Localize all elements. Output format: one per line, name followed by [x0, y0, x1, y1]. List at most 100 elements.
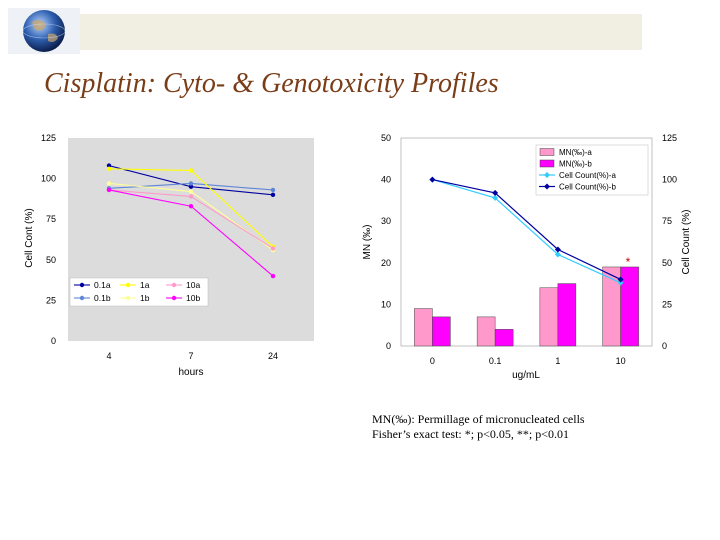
legend-swatch-marker [125, 282, 131, 288]
x-axis-label: hours [178, 367, 203, 378]
legend-label: 1b [140, 293, 150, 303]
bar-MN(‰)-b [494, 329, 514, 347]
data-point-0.1a [106, 163, 112, 168]
x-axis-ticks: 4 7 24 [106, 351, 278, 361]
y-tick-label: 50 [381, 133, 391, 143]
x-tick-label: 4 [106, 351, 111, 361]
y-axis-ticks-right: 0 25 50 75 100 125 [662, 133, 677, 351]
legend-swatch-marker [125, 295, 131, 301]
data-point-0.1b [270, 187, 276, 193]
legend-item: 10b [166, 293, 200, 303]
data-point-10b [188, 204, 194, 209]
legend-label: 1a [140, 280, 150, 290]
data-point-10b [106, 187, 112, 193]
legend-label: Cell Count(%)-a [559, 171, 616, 180]
y-tick-label-right: 25 [662, 299, 672, 309]
y-tick-label: 20 [381, 258, 391, 268]
legend-swatch-marker [171, 282, 177, 288]
legend-item: MN(‰)-a [539, 148, 592, 157]
y-axis-label: Cell Cont (%) [24, 208, 35, 267]
data-point-Cell Count(%)-a [617, 279, 624, 286]
legend-swatch-marker [79, 282, 85, 288]
data-point-0.1a [270, 192, 276, 198]
data-point-10a [188, 194, 194, 199]
legend: 0.1a 0.1b 1a 1b 10a 10b [69, 277, 209, 307]
legend-item: 10a [166, 280, 200, 290]
globe-icon [8, 8, 80, 54]
legend-label: Cell Count(%)-b [559, 183, 616, 192]
y-tick-label-right: 75 [662, 216, 672, 226]
y-tick-label-right: 100 [662, 175, 677, 185]
legend-swatch-bar [539, 148, 555, 156]
x-tick-label: 7 [188, 351, 193, 361]
y-tick-label: 75 [46, 214, 56, 224]
data-point-10b [270, 273, 276, 279]
bar-MN(‰)-b [432, 316, 451, 347]
cell-count-chart: 0 25 50 75 100 125 4 7 24 Cell Cont (%) hours 0… [24, 133, 314, 378]
legend-label: 0.1a [94, 280, 111, 290]
bar-MN(‰)-b [557, 283, 577, 347]
footnote-mn: MN(‰): Permillage of micronucleated cell… [372, 412, 585, 426]
y-tick-label: 10 [381, 299, 391, 309]
legend-item: 1a [120, 280, 150, 290]
legend-item: MN(‰)-b [539, 160, 592, 169]
series-line-Cell Count(%)-a [432, 179, 621, 284]
mn-cell-count-chart: 0 10 20 30 40 50 0 25 50 75 100 125 0 0.1 1 10 * MN (… [362, 133, 692, 381]
data-point-Cell Count(%)-b [429, 176, 436, 183]
series-line-Cell Count(%)-b [432, 179, 621, 280]
y-tick-label: 0 [386, 341, 391, 351]
footnotes: MN(‰): Permillage of micronucleated cell… [372, 412, 585, 442]
legend-swatch-marker [79, 295, 85, 301]
data-point-Cell Count(%)-a [492, 194, 499, 201]
data-point-Cell Count(%)-b [492, 189, 499, 196]
legend-item: Cell Count(%)-a [539, 171, 616, 180]
y-axis-label-right: Cell Count (%) [681, 209, 692, 274]
y-tick-label: 40 [381, 175, 391, 185]
bar-MN(‰)-a [414, 308, 433, 347]
line-group [429, 176, 624, 286]
legend-swatch-marker [544, 183, 550, 190]
legend-label: MN(‰)-b [559, 160, 592, 169]
series-group [106, 163, 276, 279]
bar-group [414, 266, 639, 347]
x-axis-ticks: 0 0.1 1 10 [430, 356, 626, 366]
significance-marker: * [626, 255, 631, 269]
x-tick-label: 0.1 [489, 356, 502, 366]
y-axis-ticks: 0 25 50 75 100 125 [41, 133, 56, 346]
footnote-stats: Fisher’s exact test: *; p<0.05, **; p<0.… [372, 427, 569, 441]
data-point-1b [188, 189, 194, 194]
y-tick-label-right: 125 [662, 133, 677, 143]
y-tick-label: 30 [381, 216, 391, 226]
y-tick-label: 50 [46, 255, 56, 265]
legend: MN(‰)-a MN(‰)-b Cell Count(%)-a Cell Count(… [535, 144, 649, 196]
data-point-Cell Count(%)-a [554, 251, 561, 258]
x-tick-label: 0 [430, 356, 435, 366]
data-point-Cell Count(%)-b [617, 276, 624, 283]
y-tick-label: 25 [46, 295, 56, 305]
y-tick-label: 0 [51, 336, 56, 346]
data-point-Cell Count(%)-b [554, 246, 561, 253]
bar-MN(‰)-a [476, 316, 496, 347]
legend-label: 0.1b [94, 293, 111, 303]
y-tick-label: 100 [41, 174, 56, 184]
legend-label: MN(‰)-a [559, 148, 592, 157]
y-axis-ticks-left: 0 10 20 30 40 50 [381, 133, 391, 351]
bar-MN(‰)-b [620, 266, 639, 347]
data-point-0.1a [188, 184, 194, 189]
y-tick-label-right: 0 [662, 341, 667, 351]
x-tick-label: 10 [616, 356, 626, 366]
data-point-1a [188, 168, 194, 173]
data-point-1b [106, 181, 112, 186]
data-point-10a [270, 246, 276, 251]
y-axis-label-left: MN (‰) [362, 225, 373, 260]
legend-label: 10b [186, 293, 200, 303]
x-tick-label: 1 [555, 356, 560, 366]
data-point-1a [106, 166, 112, 172]
title-banner [80, 14, 642, 50]
bar-MN(‰)-a [539, 287, 559, 347]
legend-item: 0.1b [74, 293, 111, 303]
legend-swatch-marker [171, 295, 177, 301]
legend-swatch-marker [544, 172, 550, 178]
data-point-0.1b [188, 181, 194, 186]
y-tick-label: 125 [41, 133, 56, 143]
